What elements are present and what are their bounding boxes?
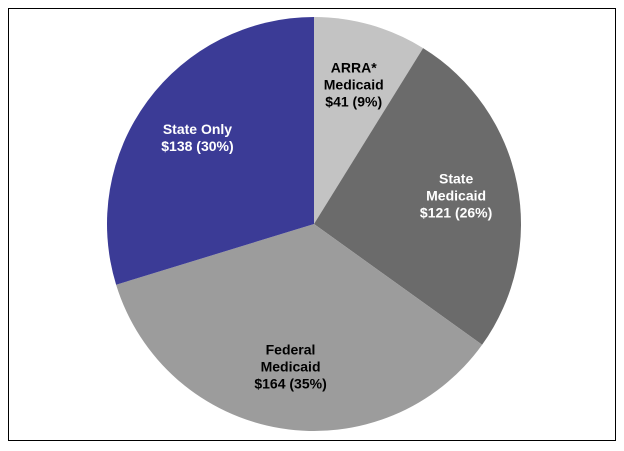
value-label: $41 (9%) <box>325 93 383 110</box>
category-label: State Medicaid <box>426 170 487 204</box>
slice-label: State Only $138 (30%) <box>161 121 233 155</box>
value-label: $121 (26%) <box>419 204 493 221</box>
category-label: Federal Medicaid <box>260 341 321 375</box>
value-label: $138 (30%) <box>161 137 234 154</box>
pie-slice <box>314 17 424 224</box>
value-label: $164 (35%) <box>254 375 327 392</box>
category-label: State Only <box>162 120 233 137</box>
pie-slice <box>116 224 483 431</box>
chart-frame <box>8 8 616 441</box>
slice-label: State Medicaid $121 (26%) <box>420 170 492 221</box>
slice-label: ARRA* Medicaid $41 (9%) <box>324 59 384 110</box>
slice-label: Federal Medicaid $164 (35%) <box>254 341 326 392</box>
category-label: ARRA* Medicaid <box>323 59 384 93</box>
pie-slice <box>314 48 521 345</box>
pie-slice <box>106 17 314 285</box>
